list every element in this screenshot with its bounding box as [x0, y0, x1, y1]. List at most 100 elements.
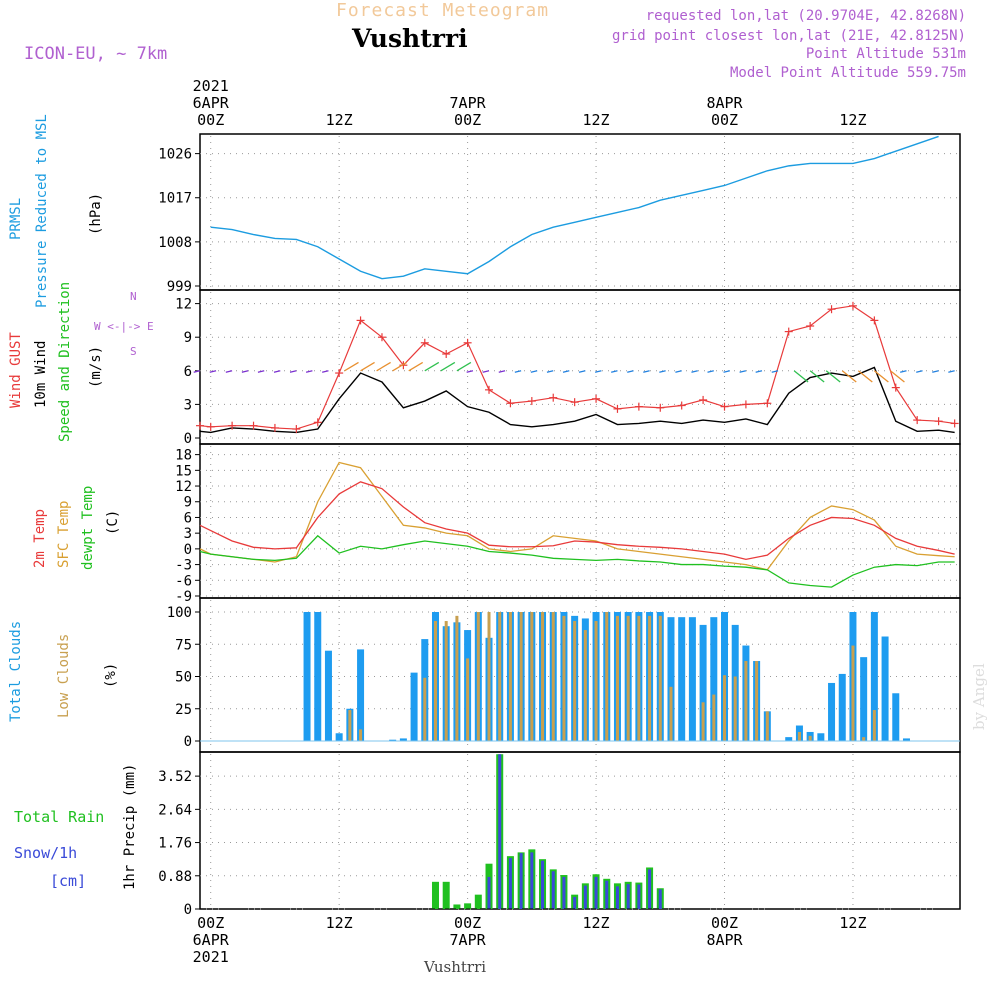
wind-arrow	[809, 370, 825, 383]
wind-arrow	[932, 370, 939, 373]
low-cloud-bar	[519, 612, 523, 741]
pressure-line	[210, 135, 939, 280]
total-cloud-bar	[838, 673, 846, 741]
time-axis-label: 00Z	[710, 111, 739, 129]
snow-bar	[648, 869, 652, 909]
y-tick-label: -9	[175, 589, 192, 605]
footer-station: Vushtrri	[424, 958, 487, 976]
total-cloud-bar	[828, 682, 836, 741]
snow-bar	[519, 853, 523, 909]
meteogram-supertitle: Forecast Meteogram	[336, 0, 550, 21]
total-cloud-bar	[314, 612, 322, 741]
y-tick-label: 0	[184, 431, 192, 447]
total-cloud-bar	[389, 739, 397, 741]
time-axis-label: 00Z	[710, 914, 739, 932]
wind-arrow	[273, 370, 281, 373]
y-tick-label: 75	[175, 637, 192, 653]
closest-coords: grid point closest lon,lat (21E, 42.8125…	[611, 28, 966, 44]
snow-bar	[594, 876, 598, 909]
low-cloud-bar	[487, 612, 491, 741]
y-tick-label: 0	[184, 734, 192, 750]
credit-watermark: by Angel	[970, 663, 988, 730]
low-cloud-bar	[498, 612, 502, 741]
total-cloud-bar	[699, 624, 707, 741]
wind-arrow	[466, 370, 474, 373]
low-cloud-bar	[733, 676, 737, 741]
wind-unit-label: (m/s)	[88, 345, 104, 388]
wind-arrow	[900, 370, 907, 373]
panel-frame	[199, 597, 961, 753]
time-axis-label: 6APR	[192, 931, 229, 949]
low-cloud-bar	[851, 645, 855, 741]
y-tick-label: 1026	[158, 147, 192, 163]
total-cloud-bar	[678, 617, 686, 741]
low-cloud-bar	[669, 686, 673, 741]
low-cloud-bar	[744, 661, 748, 741]
time-axis-label: 12Z	[839, 914, 867, 932]
y-tick-label: 12	[175, 297, 192, 313]
dewpt-label: dewpt Temp	[80, 485, 96, 570]
wind-arrow	[225, 370, 233, 373]
requested-coords: requested lon,lat (20.9704E, 42.8268N)	[645, 8, 966, 24]
model-label: ICON-EU, ~ 7km	[24, 44, 168, 64]
snow-label: Snow/1h	[14, 844, 78, 862]
total-cloud-bar	[324, 650, 332, 741]
y-tick-label: -3	[175, 558, 192, 574]
total-cloud-bar	[357, 649, 365, 741]
total-clouds-label: Total Clouds	[8, 620, 24, 722]
wind-arrow	[793, 370, 809, 383]
wind-arrow	[456, 361, 472, 372]
panel-frame	[199, 133, 961, 291]
temp-unit-label: (C)	[105, 509, 121, 535]
wind-arrow	[611, 370, 618, 373]
prmsl-desc-label: Pressure Reduced to MSL	[34, 114, 50, 308]
time-axis-label: 00Z	[197, 914, 225, 932]
wind-arrow	[305, 370, 313, 373]
y-tick-label: 999	[167, 279, 192, 295]
rain-bar	[453, 904, 461, 909]
y-tick-label: 12	[175, 479, 192, 495]
wind-arrow	[482, 370, 490, 373]
wind-arrow	[360, 361, 375, 372]
low-cloud-bar	[723, 675, 727, 741]
snow-bar	[573, 896, 577, 909]
rain-bar	[474, 894, 482, 909]
wind-arrow	[498, 370, 506, 373]
wind-arrow	[873, 370, 889, 383]
low-cloud-bar	[808, 735, 812, 741]
low-cloud-bar	[583, 630, 587, 741]
low-cloud-bar	[508, 612, 512, 741]
rain-bar	[442, 881, 450, 909]
total-cloud-bar	[410, 672, 418, 741]
gust-label: Wind GUST	[8, 332, 24, 408]
snow-bar	[658, 889, 662, 909]
wind-arrow	[562, 370, 570, 373]
wind-arrow	[675, 370, 682, 373]
low-cloud-bar	[862, 737, 866, 741]
time-axis-label: 12Z	[839, 111, 867, 129]
snow-bar	[487, 876, 491, 909]
low-cloud-bar	[562, 615, 566, 741]
low-cloud-bar	[648, 615, 652, 741]
cloud-unit-label: (%)	[103, 662, 119, 688]
time-axis-label: 12Z	[582, 914, 610, 932]
wind-arrow	[948, 370, 955, 373]
low-clouds-label: Low Clouds	[56, 633, 72, 718]
wind-arrow	[392, 361, 408, 372]
low-cloud-bar	[797, 731, 801, 741]
low-cloud-bar	[701, 702, 705, 741]
time-axis-label: 2021	[192, 948, 229, 966]
wind-arrow	[344, 361, 359, 372]
rain-bar	[431, 881, 439, 909]
low-cloud-bar	[626, 615, 630, 741]
time-axis-label: 8APR	[706, 931, 743, 949]
y-tick-label: 0	[184, 542, 192, 558]
compass-ew: W <-|-> E	[94, 320, 154, 333]
snow-bar	[541, 860, 545, 909]
total-cloud-bar	[785, 737, 793, 741]
wind-arrow	[578, 370, 586, 373]
total-cloud-bar	[902, 738, 910, 741]
total-cloud-bar	[892, 693, 900, 741]
time-axis-label: 7APR	[449, 931, 486, 949]
